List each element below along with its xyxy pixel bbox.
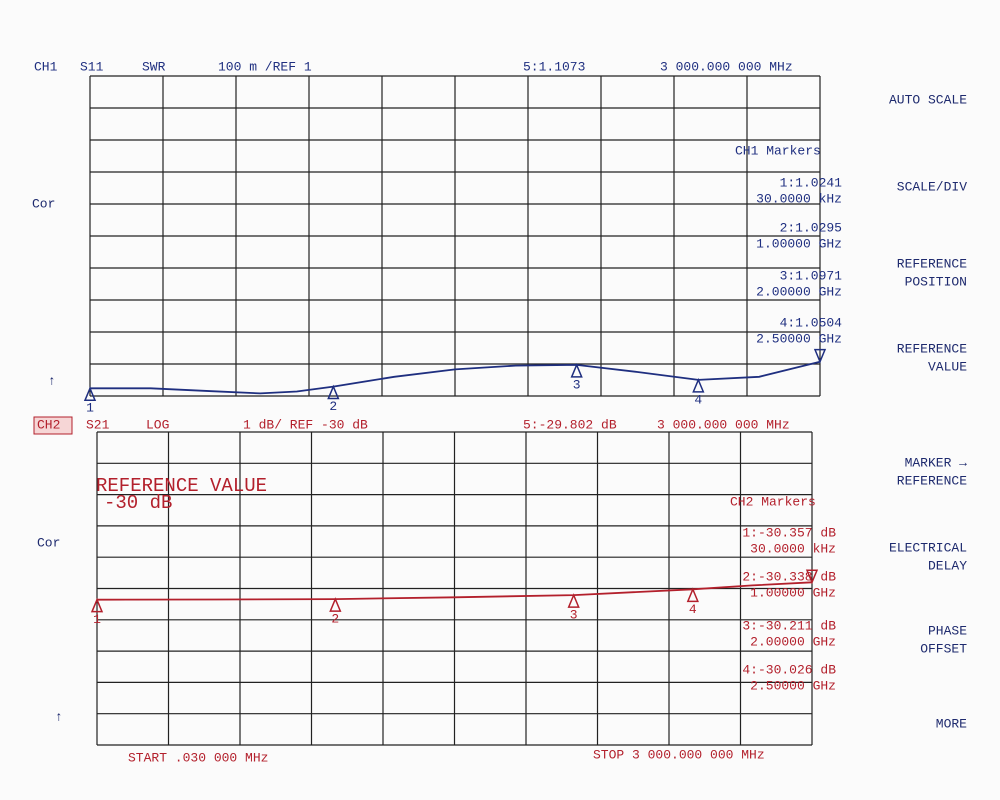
softkey-label[interactable]: MORE — [936, 716, 967, 731]
marker-readout: 2:-30.338 dB — [742, 569, 836, 584]
marker-number: 3 — [570, 608, 578, 623]
markers-title: CH1 Markers — [735, 143, 821, 158]
marker-number: 1 — [93, 612, 101, 627]
marker-readout: 4:-30.026 dB — [742, 662, 836, 677]
marker-triangle — [83, 386, 97, 402]
marker-freq: 30.0000 kHz — [750, 541, 836, 556]
active-marker-value: 5:-29.802 dB — [523, 417, 617, 432]
active-marker-freq: 3 000.000 000 MHz — [660, 59, 793, 74]
softkey-label[interactable]: AUTO SCALE — [889, 92, 967, 107]
marker-triangle — [570, 362, 583, 378]
softkey-label[interactable]: MARKER → — [905, 455, 968, 470]
status: Cor — [37, 535, 60, 550]
softkey-label[interactable]: VALUE — [928, 359, 967, 374]
marker-readout: 1:1.0241 — [780, 175, 843, 190]
marker-triangle — [329, 597, 342, 612]
softkey-label[interactable]: DELAY — [928, 558, 967, 573]
stop-freq: STOP 3 000.000 000 MHz — [593, 747, 765, 762]
marker-freq: 2.50000 GHz — [756, 331, 842, 346]
marker-triangle — [90, 597, 104, 613]
marker-readout: 4:1.0504 — [780, 315, 843, 330]
marker-number: 2 — [329, 399, 337, 414]
marker-readout: 2:1.0295 — [780, 220, 842, 235]
marker-freq: 2.50000 GHz — [750, 678, 836, 693]
marker-triangle — [692, 377, 705, 393]
softkey-label[interactable]: REFERENCE — [897, 256, 967, 271]
marker-freq: 1.00000 GHz — [750, 585, 836, 600]
trace — [90, 360, 821, 395]
marker-readout: 3:1.0971 — [780, 268, 843, 283]
trace — [96, 581, 813, 601]
marker-readout: 3:-30.211 dB — [742, 618, 836, 633]
marker-number: 2 — [331, 612, 339, 627]
header-parameter: S11 — [80, 59, 104, 74]
header-format: SWR — [142, 59, 166, 74]
header-parameter: S21 — [86, 417, 110, 432]
marker-number: 4 — [689, 602, 697, 617]
marker-freq: 2.00000 GHz — [750, 634, 836, 649]
softkey-label[interactable]: REFERENCE — [897, 473, 967, 488]
pointer: ↑ — [48, 373, 56, 388]
start-freq: START .030 000 MHz — [128, 750, 268, 765]
marker-number: 4 — [694, 392, 702, 407]
softkey-label[interactable]: POSITION — [905, 274, 967, 289]
marker-freq: 1.00000 GHz — [756, 236, 842, 251]
header-channel: CH1 — [34, 59, 58, 74]
header-scale: 1 dB/ REF -30 dB — [243, 417, 368, 432]
header-channel: CH2 — [37, 417, 60, 432]
softkey-label[interactable]: REFERENCE — [897, 341, 967, 356]
annotation: REFERENCE VALUE — [96, 475, 267, 497]
annotation: -30 dB — [104, 492, 172, 514]
pointer: ↑ — [55, 709, 63, 724]
active-marker-triangle — [805, 569, 819, 585]
marker-number: 1 — [86, 401, 94, 416]
marker-freq: 30.0000 kHz — [756, 191, 842, 206]
active-marker-freq: 3 000.000 000 MHz — [657, 417, 790, 432]
marker-triangle — [327, 384, 340, 400]
header-format: LOG — [146, 417, 169, 432]
marker-freq: 2.00000 GHz — [756, 284, 842, 299]
marker-readout: 1:-30.357 dB — [742, 525, 836, 540]
marker-number: 3 — [573, 377, 581, 392]
status: Cor — [32, 196, 55, 211]
softkey-label[interactable]: SCALE/DIV — [897, 179, 967, 194]
header-scale: 100 m /REF 1 — [218, 59, 312, 74]
marker-triangle — [686, 587, 699, 603]
markers-title: CH2 Markers — [730, 494, 816, 509]
softkey-label[interactable]: PHASE — [928, 623, 967, 638]
marker-triangle — [567, 593, 580, 608]
active-marker-triangle — [813, 348, 827, 364]
softkey-label[interactable]: ELECTRICAL — [889, 540, 967, 555]
softkey-label[interactable]: OFFSET — [920, 641, 967, 656]
active-marker-value: 5:1.1073 — [523, 59, 585, 74]
channel-highlight — [33, 416, 73, 435]
